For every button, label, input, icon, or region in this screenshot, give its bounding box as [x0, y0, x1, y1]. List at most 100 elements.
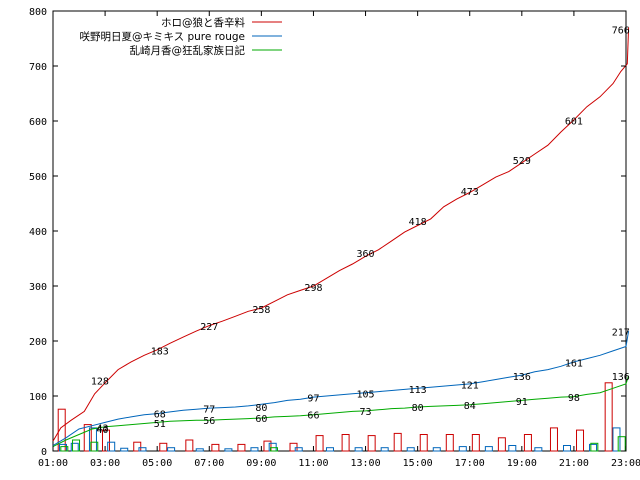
- y-tick-label: 0: [41, 447, 47, 458]
- hourly-bar: [484, 446, 493, 452]
- hourly-bar: [341, 434, 350, 452]
- hourly-bar: [195, 448, 204, 452]
- data-label: 66: [307, 411, 319, 422]
- series-line-2: [52, 375, 630, 448]
- hourly-bar: [72, 439, 81, 452]
- data-label: 227: [200, 322, 218, 333]
- data-label: 161: [565, 358, 583, 369]
- hourly-bar: [138, 447, 147, 452]
- data-label: 80: [412, 403, 424, 414]
- hourly-bar: [167, 447, 176, 452]
- hourly-bar: [534, 447, 543, 452]
- hourly-bar: [133, 441, 142, 452]
- hourly-bar: [523, 434, 532, 452]
- hourly-bar: [432, 447, 441, 452]
- hourly-bar: [590, 442, 599, 452]
- x-tick-label: 19:00: [507, 458, 537, 469]
- series-line-1: [52, 331, 630, 446]
- hourly-bar: [224, 448, 233, 452]
- y-tick-label: 100: [29, 392, 47, 403]
- x-tick-label: 01:00: [38, 458, 68, 469]
- data-labels: 128 183 227 258 298 360 418 473 529 601 766 43 68 77 8…: [91, 26, 630, 436]
- data-label: 91: [516, 397, 528, 408]
- hourly-bar: [471, 434, 480, 452]
- x-axis: 01:00 03:00 05:00 07:00 09:00 11:00 13:00 15:00…: [38, 11, 640, 469]
- hourly-bar: [458, 446, 467, 452]
- y-tick-label: 300: [29, 282, 47, 293]
- hourly-bar: [83, 424, 92, 452]
- hourly-bar: [159, 442, 168, 452]
- data-label: 98: [568, 393, 580, 404]
- hourly-bar: [612, 427, 621, 452]
- data-label: 97: [307, 394, 319, 405]
- hourly-bar: [237, 443, 246, 452]
- y-tick-label: 700: [29, 62, 47, 73]
- x-tick-label: 15:00: [403, 458, 433, 469]
- hourly-bar: [604, 382, 613, 452]
- data-label: 217: [612, 328, 630, 339]
- plot-frame: [52, 10, 627, 452]
- hourly-bars: [57, 382, 626, 452]
- data-label: 529: [513, 156, 531, 167]
- x-tick-label: 13:00: [350, 458, 380, 469]
- y-tick-label: 800: [29, 7, 47, 18]
- data-label: 40: [96, 425, 108, 436]
- data-label: 128: [91, 377, 109, 388]
- data-label: 766: [612, 26, 630, 37]
- data-label: 68: [154, 410, 166, 421]
- hourly-bar: [120, 447, 129, 452]
- hourly-bar: [315, 435, 324, 452]
- data-label: 601: [565, 116, 583, 127]
- data-label: 51: [154, 419, 166, 430]
- data-label: 113: [409, 385, 427, 396]
- hourly-bar: [617, 436, 626, 452]
- hourly-bar: [289, 442, 298, 452]
- x-tick-label: 07:00: [194, 458, 224, 469]
- hourly-bar: [380, 447, 389, 452]
- legend-label: 咲野明日夏@キミキス pure rouge: [79, 30, 245, 43]
- data-label: 80: [255, 403, 267, 414]
- hourly-bar: [185, 439, 194, 452]
- data-label: 121: [461, 380, 479, 391]
- data-label: 136: [612, 372, 630, 383]
- y-tick-label: 600: [29, 117, 47, 128]
- data-label: 84: [464, 401, 476, 412]
- hourly-bar: [367, 435, 376, 452]
- x-tick-label: 17:00: [455, 458, 485, 469]
- series-lines: [52, 27, 630, 448]
- hourly-bar: [419, 434, 428, 452]
- hourly-bar: [263, 440, 272, 452]
- series-line-0: [52, 27, 630, 442]
- x-tick-label: 21:00: [559, 458, 589, 469]
- hourly-bar: [445, 434, 454, 452]
- hourly-bar: [354, 447, 363, 452]
- data-label: 360: [357, 249, 375, 260]
- data-label: 298: [304, 283, 322, 294]
- hourly-bar: [497, 437, 506, 452]
- data-label: 60: [255, 414, 267, 425]
- hourly-bar: [562, 445, 571, 452]
- x-tick-label: 03:00: [90, 458, 120, 469]
- data-label: 418: [409, 217, 427, 228]
- data-label: 56: [203, 416, 215, 427]
- data-label: 77: [203, 405, 215, 416]
- hourly-bar: [576, 429, 585, 452]
- data-label: 73: [360, 407, 372, 418]
- data-label: 473: [461, 187, 479, 198]
- y-tick-label: 500: [29, 172, 47, 183]
- data-label: 258: [252, 305, 270, 316]
- y-tick-label: 200: [29, 337, 47, 348]
- x-tick-label: 11:00: [298, 458, 328, 469]
- hourly-bar: [393, 432, 402, 452]
- hourly-bar: [250, 447, 259, 452]
- data-label: 105: [357, 389, 375, 400]
- hourly-bar: [508, 445, 517, 452]
- hourly-bar: [549, 427, 558, 452]
- x-tick-label: 05:00: [142, 458, 172, 469]
- data-label: 43: [96, 423, 108, 434]
- hourly-bar: [269, 447, 278, 452]
- hourly-bar: [90, 441, 99, 452]
- hourly-bar: [101, 429, 110, 452]
